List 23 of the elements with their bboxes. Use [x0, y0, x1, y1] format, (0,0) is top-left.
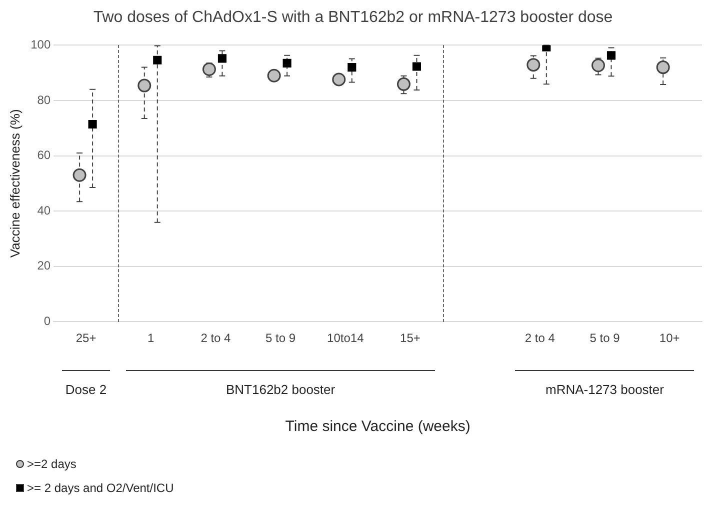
y-tick-label: 40: [37, 203, 51, 218]
x-tick-label: 2 to 4: [524, 331, 556, 346]
text: mRNA-1273 booster: [544, 382, 665, 397]
x-axis-title: Time since Vaccine (weeks): [285, 418, 470, 436]
x-tick-label: 2 to 4: [200, 331, 232, 346]
x-tick-label: 10to14: [327, 331, 364, 346]
y-axis-title: Vaccine effectiveness (%): [7, 109, 22, 258]
x-tick-label: 15+: [400, 331, 420, 346]
x-tick-label: 25+: [76, 331, 96, 346]
chart-title: Two doses of ChAdOx1-S with a BNT162b2 or mRNA-1273 booster dose: [93, 9, 613, 26]
y-tick-label: 60: [37, 148, 51, 162]
y-tick-label: 20: [37, 258, 51, 273]
text: Dose 2: [64, 382, 108, 397]
y-tick-label: 0: [44, 314, 51, 328]
text: BNT162b2 booster: [224, 382, 336, 397]
x-tick-label: 1: [148, 331, 155, 346]
x-tick-label: 5 to 9: [590, 331, 620, 346]
y-tick-label: 80: [37, 92, 51, 107]
x-tick-label: 5 to 9: [266, 331, 296, 346]
y-tick-label: 100: [30, 38, 51, 52]
legend-label: >=2 days: [27, 457, 76, 471]
legend-label: >= 2 days and O2/Vent/ICU: [27, 481, 174, 495]
x-tick-label: 10+: [659, 331, 680, 346]
